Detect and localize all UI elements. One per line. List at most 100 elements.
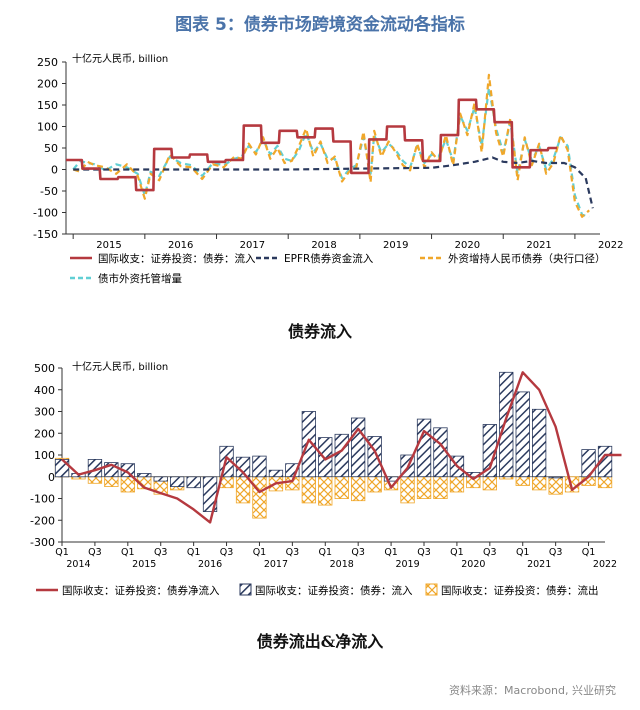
bar-chart-bond-outflows-net: 十亿元人民币, billion -300 -200 -100 0 100 200 300 400… <box>30 360 622 597</box>
unit-label: 十亿元人民币, billion <box>72 360 168 373</box>
legend-label-3: 债市外资托管增量 <box>98 272 182 285</box>
x-year-label: 2017 <box>264 559 288 570</box>
source-note: 资料来源：Macrobond, 兴业研究 <box>449 684 616 697</box>
x-quarter-label: Q1 <box>450 547 464 558</box>
x-quarter-label: Q3 <box>351 547 365 558</box>
y-tick-label: -100 <box>30 493 55 506</box>
y-tick-label: 200 <box>37 78 58 91</box>
x-quarter-label: Q3 <box>286 547 300 558</box>
outflow-bar <box>367 476 382 493</box>
figure-title: 图表 5：债券市场跨境资金流动各指标 <box>175 15 465 35</box>
x-year-label: 2019 <box>395 559 419 570</box>
outflow-bar <box>532 476 547 491</box>
outflow-bar <box>515 476 530 486</box>
outflow-bar <box>433 476 448 500</box>
x-quarter-label: Q1 <box>187 547 201 558</box>
x-year-label: 2022 <box>598 240 623 251</box>
x-quarter-label: Q1 <box>319 547 333 558</box>
x-year-label: 2022 <box>593 559 617 570</box>
y-tick-label: -150 <box>33 228 58 241</box>
inflow-bar <box>301 411 317 478</box>
legend-label-0: 国际收支：证券投资：债券：流入 <box>98 252 256 265</box>
x-quarter-label: Q3 <box>549 547 563 558</box>
y-tick-label: 200 <box>34 427 55 440</box>
y-tick-label: 100 <box>37 121 58 134</box>
outflow-bar <box>87 476 103 484</box>
outflow-bar <box>350 476 366 502</box>
x-quarter-label: Q3 <box>220 547 234 558</box>
outflow-bar <box>252 476 267 519</box>
x-quarter-label: Q3 <box>417 547 431 558</box>
inflow-bar <box>350 417 366 478</box>
y-tick-label: -200 <box>30 514 55 527</box>
outflow-bar <box>449 476 465 493</box>
chart1-caption: 债券流入 <box>287 322 352 341</box>
line-chart-bond-inflows: 十亿元人民币, billion -150 -100 -50 0 50 100 150 200 25… <box>33 52 623 285</box>
net-inflow-line <box>61 371 622 524</box>
x-year-label: 2016 <box>198 559 222 570</box>
inflow-bar <box>416 418 432 478</box>
inflow-bar <box>515 391 530 478</box>
series-line-1 <box>73 156 594 209</box>
inflow-bar <box>532 408 547 478</box>
inflow-bar <box>169 476 185 488</box>
y-tick-label: 0 <box>51 164 58 177</box>
x-year-label: 2020 <box>455 240 480 251</box>
x-quarter-label: Q1 <box>55 547 69 558</box>
legend-label-2: 外资增持人民币债券（央行口径） <box>448 252 606 265</box>
inflow-bar <box>268 469 284 478</box>
inflow-bar <box>581 449 596 478</box>
y-tick-label: 0 <box>48 471 55 484</box>
y-tick-label: 150 <box>37 99 58 112</box>
unit-label: 十亿元人民币, billion <box>72 52 168 65</box>
inflow-bar <box>499 371 514 478</box>
x-year-label: 2015 <box>132 559 156 570</box>
x-quarter-label: Q1 <box>582 547 596 558</box>
outflow-bar <box>235 476 251 504</box>
legend-label-1: EPFR债券资金流入 <box>284 252 374 265</box>
x-year-label: 2015 <box>96 240 121 251</box>
x-year-label: 2018 <box>330 559 354 570</box>
inflow-bar <box>334 433 349 478</box>
x-year-label: 2021 <box>527 559 551 570</box>
x-quarter-label: Q3 <box>88 547 102 558</box>
x-year-label: 2018 <box>311 240 336 251</box>
y-tick-label: 300 <box>34 406 55 419</box>
x-year-label: 2016 <box>168 240 193 251</box>
y-tick-label: 500 <box>34 362 55 375</box>
legend-label-outflow: 国际收支：证券投资：债券：流出 <box>441 584 599 597</box>
y-tick-label: -100 <box>33 207 58 220</box>
x-year-label: 2014 <box>66 559 90 570</box>
inflow-bar <box>153 476 168 482</box>
legend-swatch-inflow <box>239 583 252 596</box>
y-tick-label: -50 <box>40 185 58 198</box>
inflow-bar <box>252 455 267 478</box>
legend-label-net: 国际收支：证券投资：债券净流入 <box>62 584 220 597</box>
x-quarter-label: Q1 <box>121 547 135 558</box>
series-line-0 <box>66 98 557 192</box>
y-tick-label: -300 <box>30 536 55 549</box>
outflow-bar <box>334 476 349 500</box>
outflow-bar <box>104 476 119 488</box>
x-year-label: 2017 <box>240 240 265 251</box>
outflow-bar <box>499 476 514 480</box>
outflow-bar <box>548 476 563 495</box>
inflow-bar <box>186 476 201 489</box>
x-quarter-label: Q3 <box>483 547 497 558</box>
x-quarter-label: Q1 <box>253 547 267 558</box>
y-tick-label: 50 <box>44 142 58 155</box>
y-tick-label: 400 <box>34 384 55 397</box>
x-quarter-label: Q1 <box>384 547 398 558</box>
outflow-bar <box>400 476 415 504</box>
inflow-bar <box>137 473 152 478</box>
y-tick-label: 100 <box>34 449 55 462</box>
legend-swatch-outflow <box>425 583 438 596</box>
x-year-label: 2020 <box>461 559 485 570</box>
outflow-bar <box>597 476 613 489</box>
x-year-label: 2021 <box>526 240 551 251</box>
legend-label-inflow: 国际收支：证券投资：债券：流入 <box>255 584 413 597</box>
chart2-caption: 债券流出&净流入 <box>256 632 384 651</box>
outflow-bar <box>482 476 498 491</box>
inflow-bar <box>54 459 70 478</box>
x-year-label: 2019 <box>383 240 408 251</box>
